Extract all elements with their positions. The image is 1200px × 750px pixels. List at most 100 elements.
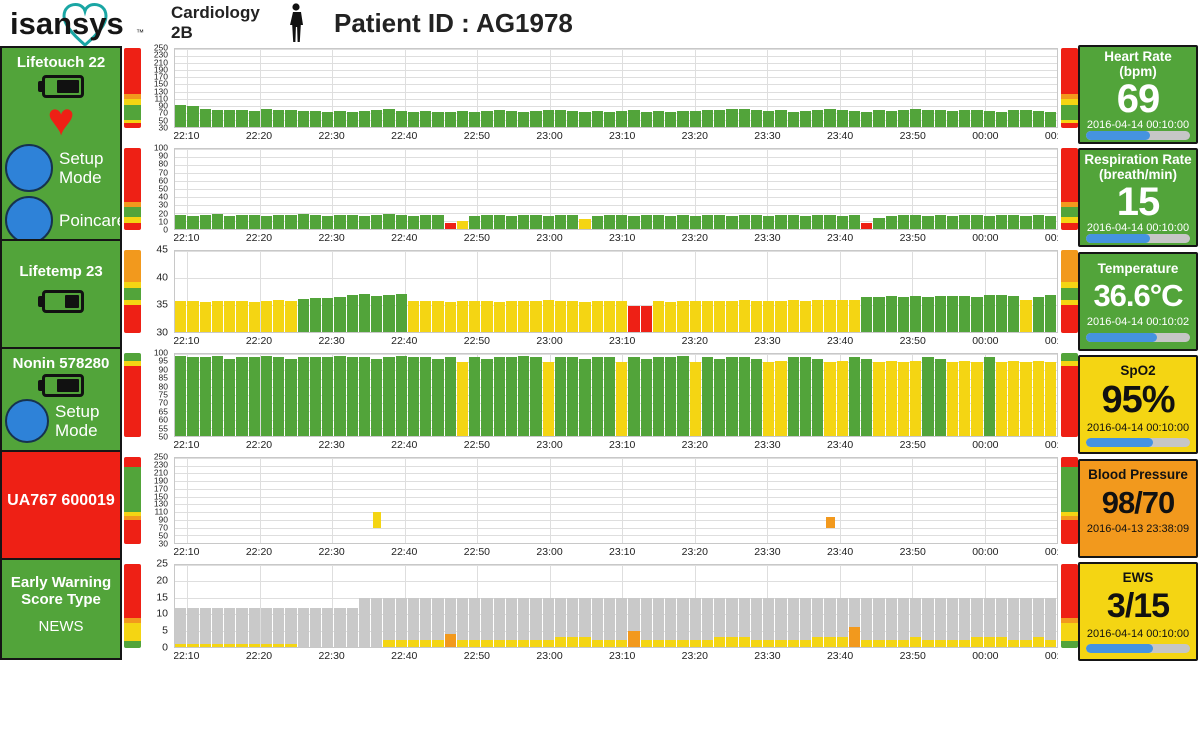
bar [567, 597, 579, 647]
bar [628, 597, 640, 647]
ews-y-axis: 25 20 15 10 5 0 [156, 557, 168, 654]
bar [211, 213, 223, 229]
bar [456, 301, 468, 332]
bar [885, 216, 897, 229]
bar [897, 597, 909, 647]
bar [383, 213, 395, 229]
bar [542, 110, 554, 127]
bar [199, 607, 211, 647]
bar [616, 111, 628, 127]
bar [603, 300, 615, 332]
bar [824, 597, 836, 647]
bar [934, 358, 946, 436]
vital-tiles: Heart Rate (bpm) 69 2016-04-14 00:10:00 … [1078, 45, 1198, 661]
respiration-threshold-scale-left [124, 148, 141, 230]
bar [983, 597, 995, 647]
bar [1020, 109, 1032, 127]
bar [1032, 215, 1044, 229]
ews-x-axis: 22:10 22:20 22:30 22:40 22:50 23:00 23:10 23:20… [174, 650, 1058, 662]
bar [971, 215, 983, 229]
bar [542, 216, 554, 229]
bar [652, 214, 664, 229]
setup-mode-button[interactable] [5, 399, 49, 443]
spo2-threshold-scale-left [124, 353, 141, 437]
bar [554, 300, 566, 332]
bar [273, 357, 285, 436]
bar [603, 214, 615, 229]
bar [652, 301, 664, 332]
bar [787, 112, 799, 127]
bar [334, 111, 346, 127]
bar [971, 362, 983, 436]
tile-value: 69 [1116, 77, 1161, 121]
temperature-tile[interactable]: Temperature 36.6°C 2016-04-14 00:10:02 [1078, 251, 1198, 351]
bar [236, 109, 248, 127]
bar [444, 301, 456, 332]
bar [1044, 362, 1056, 436]
bar [799, 357, 811, 436]
spo2-tile[interactable]: SpO2 95% 2016-04-14 00:10:00 [1078, 355, 1198, 455]
blood-pressure-tile[interactable]: Blood Pressure 98/70 2016-04-13 23:38:09 [1078, 458, 1198, 558]
bar [371, 295, 383, 332]
bar [763, 597, 775, 647]
heart-rate-tile[interactable]: Heart Rate (bpm) 69 2016-04-14 00:10:00 [1078, 45, 1198, 144]
blood-pressure-x-axis: 22:10 22:20 22:30 22:40 22:50 23:00 23:10 23:20… [174, 546, 1058, 558]
bar [432, 112, 444, 127]
bar [665, 216, 677, 229]
bar [726, 109, 738, 127]
bar [836, 597, 848, 647]
tile-title: SpO2 [1120, 362, 1156, 378]
bar [432, 597, 444, 647]
bar [383, 109, 395, 127]
respiration-chart [174, 148, 1058, 230]
bar [285, 215, 297, 229]
bar [1008, 215, 1020, 229]
bar [665, 597, 677, 647]
heart-rate-threshold-scale-right [1061, 48, 1078, 128]
bar [260, 216, 272, 229]
setup-mode-button[interactable] [5, 144, 53, 192]
bar [873, 296, 885, 332]
bar [579, 301, 591, 332]
bar [505, 301, 517, 332]
bar [346, 215, 358, 229]
bar [971, 597, 983, 647]
bar [701, 597, 713, 647]
bar [346, 112, 358, 127]
bar [603, 357, 615, 436]
tile-subtitle: (bpm) [1119, 64, 1157, 79]
bar [946, 111, 958, 127]
header: isansys ™ Cardiology 2B Patient ID : AG1… [0, 0, 1200, 47]
setup-mode-label: Setup Mode [59, 149, 104, 187]
bar [922, 597, 934, 647]
bar [799, 300, 811, 332]
ews-tile[interactable]: EWS 3/15 2016-04-14 00:10:00 [1078, 561, 1198, 661]
bar [211, 355, 223, 436]
bar [309, 215, 321, 229]
bar [750, 597, 762, 647]
bar [371, 597, 383, 647]
bar [456, 111, 468, 127]
bar [248, 301, 260, 332]
tile-value: 98/70 [1101, 485, 1176, 521]
respiration-rate-tile[interactable]: Respiration Rate (breath/min) 15 2016-04… [1078, 148, 1198, 248]
bar [248, 357, 260, 436]
bar [407, 112, 419, 127]
bar [714, 597, 726, 647]
bar [959, 360, 971, 436]
poincare-button[interactable] [5, 196, 53, 239]
bar [505, 216, 517, 229]
bar [211, 607, 223, 647]
heart-rate-chart [174, 48, 1058, 128]
respiration-x-axis: 22:10 22:20 22:30 22:40 22:50 23:00 23:10 23:20… [174, 232, 1058, 244]
bar [922, 109, 934, 127]
bar [616, 301, 628, 332]
bar [407, 597, 419, 647]
bar [309, 297, 321, 332]
bar [995, 214, 1007, 229]
bar [652, 111, 664, 127]
bp-range-bar [372, 511, 382, 529]
bar [995, 294, 1007, 332]
bar [763, 301, 775, 332]
bar [922, 296, 934, 332]
